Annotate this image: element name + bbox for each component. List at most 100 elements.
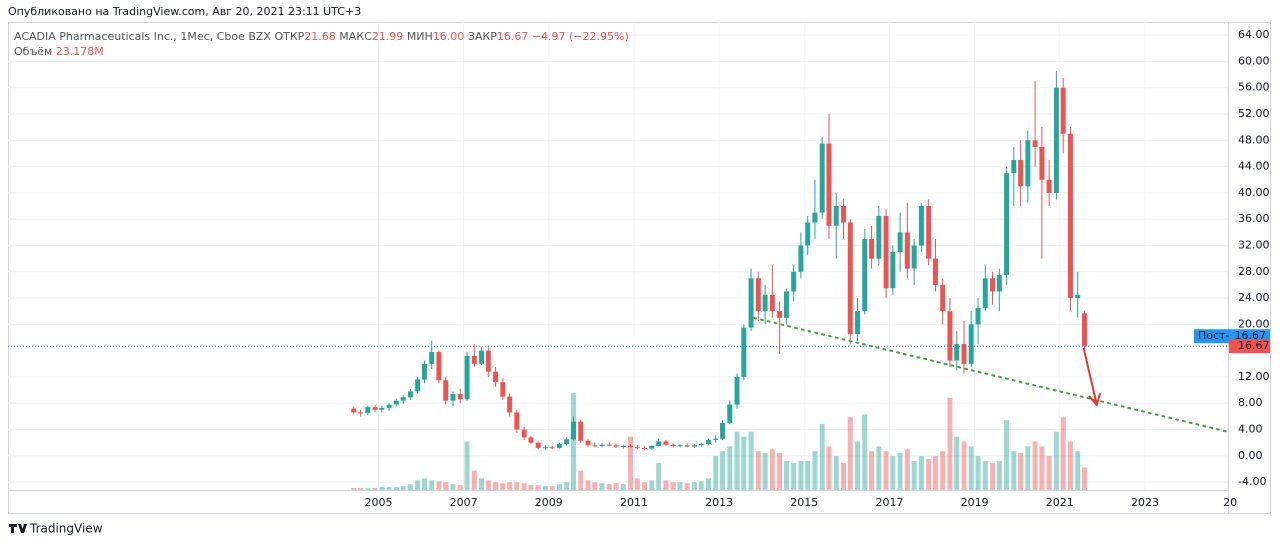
x-tick-label: 2007 [450,496,478,509]
candle-body [592,445,598,447]
x-tick-label: 2015 [790,496,818,509]
volume-bar [393,487,399,490]
candle-body [634,447,640,449]
volume-bar [372,488,378,490]
y-tick-label: 28.00 [1238,265,1270,278]
volume-bar [421,478,427,490]
volume-bar [606,484,612,490]
volume-bar [833,456,839,490]
candle-body [479,350,485,364]
volume-bar [556,484,562,490]
volume-bar [862,414,868,490]
volume-bar [755,451,761,490]
last-price-badge-bg [1229,339,1270,354]
candle-body [940,284,946,312]
volume-bar [663,480,669,490]
candle-body [819,143,825,213]
candle-body [351,408,357,413]
x-tick-label: 2021 [1046,496,1074,509]
volume-bar [1032,441,1038,490]
volume-bar [996,460,1002,490]
candle-layer [351,71,1087,450]
candle-body [897,232,903,253]
candle-body [982,278,988,308]
volume-bar [684,483,690,490]
volume-bar [471,470,477,490]
volume-bar [571,393,576,490]
volume-bar [1082,467,1087,490]
candle-body [961,344,967,364]
volume-bar [656,462,662,490]
candle-body [1039,146,1045,180]
candle-body [407,391,413,398]
volume-bar [904,449,910,490]
candle-body [691,445,697,447]
candle-body [521,429,527,438]
high: 21.99 [372,30,404,43]
volume-bar [628,436,634,490]
candle-body [450,394,456,401]
volume-bar [400,486,406,490]
volume-bar [698,481,704,490]
candle-body [947,311,953,361]
y-tick-label: 24.00 [1238,291,1270,304]
volume-bar [911,460,917,490]
volume-bar [677,482,683,490]
candle-body [578,421,584,441]
volume-bar [407,484,413,490]
candle-body [606,444,612,446]
close-label: ЗАКР [468,30,497,43]
low: 16.00 [433,30,465,43]
candle-body [379,407,385,410]
volume-bar [734,431,740,490]
candle-body [628,445,634,448]
candle-body [1046,179,1052,193]
logo-text: TradingView [29,522,103,536]
volume-bar [642,482,648,490]
candle-body [847,222,853,335]
volume-bar [542,486,548,490]
candle-body [1011,160,1017,174]
volume-bar [968,446,974,490]
volume-bar [762,453,768,490]
volume-bar [521,483,527,490]
volume-bar [578,470,584,490]
candle-body [1082,313,1087,347]
y-tick-label: 4.00 [1238,423,1263,436]
volume-bar [429,480,435,490]
x-tick-label: 2005 [364,496,392,509]
candle-body [642,447,648,449]
volume-bar [585,480,591,490]
volume-bar [528,485,534,490]
y-tick-label: 44.00 [1238,160,1270,173]
candle-body [698,443,704,446]
volume-bar [713,456,719,490]
y-tick-label: 8.00 [1238,396,1263,409]
candle-body [564,439,570,444]
y-tick-label: 0.00 [1238,449,1263,462]
open-label: ОТКР [274,30,304,43]
volume-bar [947,397,953,490]
volume-layer [351,393,1087,490]
candle-body [372,407,378,410]
volume-bar [918,456,924,490]
volume-bar [507,482,513,490]
candle-body [954,344,960,361]
candle-body [464,355,470,400]
volume-bar [876,446,882,490]
volume-bar [1067,441,1073,490]
candle-body [975,307,981,325]
volume-bar [819,424,825,490]
volume-bar [464,441,470,490]
candle-body [840,206,846,223]
legend-line: ACADIA Pharmaceuticals Inc., 1Мес, Cboe … [14,30,629,43]
candle-body [542,447,548,449]
candle-body [549,447,555,449]
x-tick-label: 2009 [535,496,563,509]
candle-body [571,421,576,440]
candle-body [649,445,655,449]
volume-bar [386,487,392,490]
volume-bar [443,482,449,490]
volume-bar [1053,431,1059,490]
